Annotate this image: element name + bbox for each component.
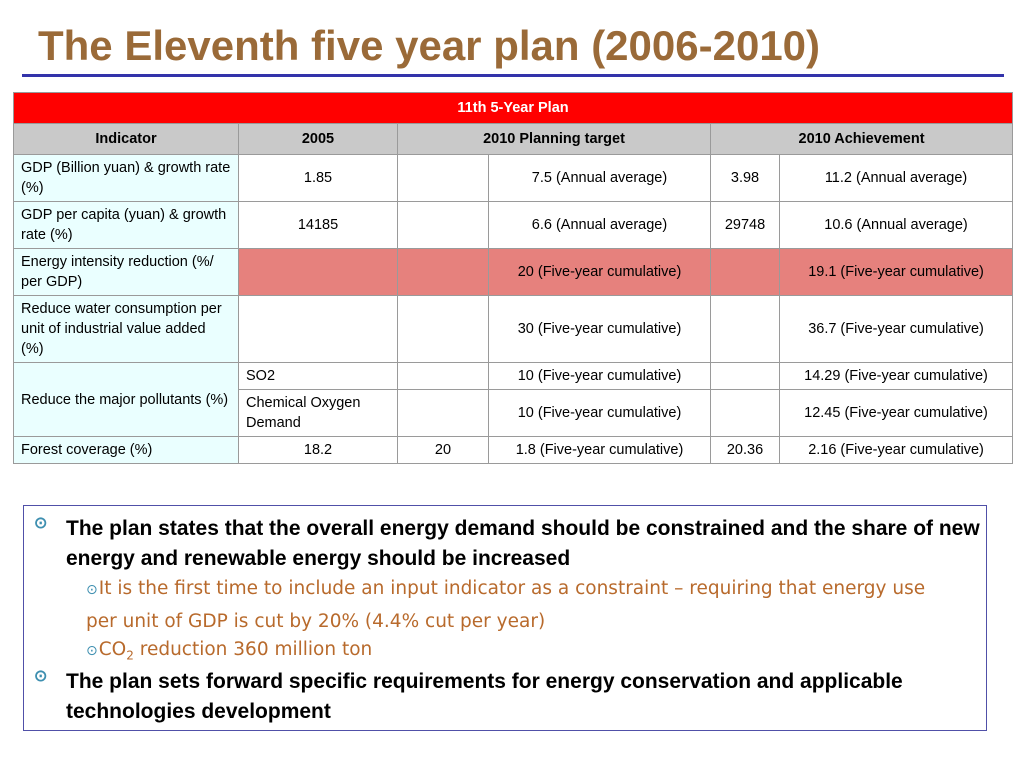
pollutant-label: Chemical Oxygen Demand: [238, 389, 398, 437]
achievement-cell-a: [710, 248, 780, 296]
achievement-cell-a: [710, 362, 780, 390]
achievement-cell-a: 29748: [710, 201, 780, 249]
indicator-cell: Reduce water consumption per unit of ind…: [13, 295, 239, 363]
table-row-pollutants-so2: Reduce the major pollutants (%) SO2 10 (…: [13, 362, 1014, 437]
table-row-forest: Forest coverage (%) 18.2 20 1.8 (Five-ye…: [13, 436, 1014, 464]
achievement-cell-b: 11.2 (Annual average): [778, 154, 1014, 202]
achievement-cell-a: 20.36: [710, 436, 780, 464]
sub-bullet-item: ⊙It is the first time to include an inpu…: [86, 573, 946, 637]
indicator-cell: Reduce the major pollutants (%): [13, 362, 239, 437]
value-2005: [238, 248, 398, 296]
bullet-box: ⊙ The plan states that the overall energ…: [23, 505, 987, 731]
indicator-cell: Forest coverage (%): [13, 436, 239, 464]
target-cell-a: [397, 295, 489, 363]
header-2005: 2005: [238, 123, 398, 155]
table-row-water: Reduce water consumption per unit of ind…: [13, 295, 1014, 363]
target-cell-a: [397, 154, 489, 202]
achievement-cell-a: [710, 389, 780, 437]
sub-bullet-subscript: 2: [126, 648, 134, 663]
header-achievement: 2010 Achievement: [709, 123, 1014, 155]
bullet-item: ⊙ The plan sets forward specific require…: [34, 667, 991, 727]
target-cell-b: 6.6 (Annual average): [488, 201, 711, 249]
achievement-cell-b: 36.7 (Five-year cumulative): [778, 295, 1014, 363]
achievement-cell-b: 12.45 (Five-year cumulative): [778, 389, 1014, 437]
sub-bullet-item: ⊙CO2 reduction 360 million ton: [86, 634, 966, 672]
table-row-pollutants-cod: Chemical Oxygen Demand 10 (Five-year cum…: [14, 389, 1014, 437]
achievement-cell-b: 10.6 (Annual average): [778, 201, 1014, 249]
target-cell-b: 10 (Five-year cumulative): [488, 362, 711, 390]
sub-bullet-text-suffix: reduction 360 million ton: [133, 639, 373, 660]
table-row-gdp: GDP (Billion yuan) & growth rate (%) 1.8…: [13, 154, 1014, 202]
table-header-row: Indicator 2005 2010 Planning target 2010…: [13, 123, 1014, 155]
value-2005: 18.2: [238, 436, 398, 464]
target-cell-a: 20: [397, 436, 489, 464]
target-cell-a: [397, 248, 489, 296]
bullet-item: ⊙ The plan states that the overall energ…: [34, 514, 991, 574]
achievement-cell-b: 19.1 (Five-year cumulative): [778, 248, 1014, 296]
sub-bullet-text: It is the first time to include an input…: [86, 578, 926, 632]
indicator-cell: GDP (Billion yuan) & growth rate (%): [13, 154, 239, 202]
circled-dot-bullet-icon: ⊙: [34, 668, 48, 685]
bullet-text: The plan states that the overall energy …: [66, 517, 980, 570]
circled-dot-bullet-icon: ⊙: [34, 515, 48, 532]
circled-dot-bullet-icon: ⊙: [86, 643, 98, 659]
target-cell-a: [397, 389, 489, 437]
target-cell-b: 10 (Five-year cumulative): [488, 389, 711, 437]
value-2005: 1.85: [238, 154, 398, 202]
header-planning-target: 2010 Planning target: [397, 123, 711, 155]
value-2005: [238, 295, 398, 363]
table-banner: 11th 5-Year Plan: [12, 92, 1014, 124]
bullet-text: The plan sets forward specific requireme…: [66, 670, 903, 723]
achievement-cell-b: 2.16 (Five-year cumulative): [778, 436, 1014, 464]
achievement-cell-b: 14.29 (Five-year cumulative): [778, 362, 1014, 390]
target-cell-b: 20 (Five-year cumulative): [488, 248, 711, 296]
target-cell-b: 7.5 (Annual average): [488, 154, 711, 202]
pollutant-label: SO2: [238, 362, 398, 390]
indicator-cell: GDP per capita (yuan) & growth rate (%): [13, 201, 239, 249]
plan-table: 11th 5-Year Plan Indicator 2005 2010 Pla…: [12, 92, 1014, 464]
indicator-cell: Energy intensity reduction (%/ per GDP): [13, 248, 239, 296]
achievement-cell-a: 3.98: [710, 154, 780, 202]
achievement-cell-a: [710, 295, 780, 363]
target-cell-a: [397, 201, 489, 249]
page-title: The Eleventh five year plan (2006-2010): [38, 22, 821, 69]
value-2005: 14185: [238, 201, 398, 249]
title-divider: [22, 74, 1004, 77]
table-row-energy-intensity: Energy intensity reduction (%/ per GDP) …: [13, 248, 1014, 296]
target-cell-a: [397, 362, 489, 390]
sub-bullet-text-prefix: CO: [98, 639, 127, 660]
target-cell-b: 1.8 (Five-year cumulative): [488, 436, 711, 464]
circled-dot-bullet-icon: ⊙: [86, 582, 98, 598]
header-indicator: Indicator: [13, 123, 239, 155]
target-cell-b: 30 (Five-year cumulative): [488, 295, 711, 363]
table-row-gdp-per-capita: GDP per capita (yuan) & growth rate (%) …: [13, 201, 1014, 249]
